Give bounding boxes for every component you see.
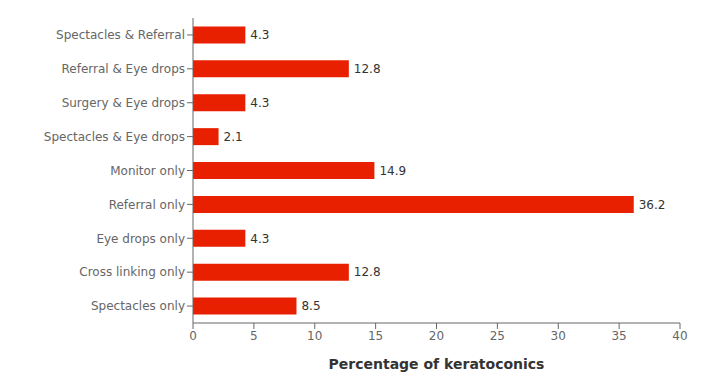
svg-text:25: 25 [490, 329, 505, 343]
svg-text:2.1: 2.1 [224, 130, 243, 144]
svg-text:Spectacles only: Spectacles only [91, 299, 185, 313]
svg-text:14.9: 14.9 [379, 164, 406, 178]
svg-text:12.8: 12.8 [354, 62, 381, 76]
svg-text:40: 40 [672, 329, 687, 343]
svg-text:Cross linking only: Cross linking only [79, 265, 185, 279]
svg-text:35: 35 [611, 329, 626, 343]
svg-text:5: 5 [250, 329, 258, 343]
svg-text:Spectacles & Referral: Spectacles & Referral [56, 28, 185, 42]
svg-text:Referral only: Referral only [109, 198, 185, 212]
svg-text:4.3: 4.3 [250, 96, 269, 110]
svg-text:Monitor only: Monitor only [110, 164, 185, 178]
svg-text:Eye drops only: Eye drops only [96, 232, 185, 246]
svg-text:30: 30 [551, 329, 566, 343]
svg-text:Spectacles & Eye drops: Spectacles & Eye drops [44, 130, 185, 144]
svg-text:0: 0 [189, 329, 197, 343]
svg-text:Referral & Eye drops: Referral & Eye drops [62, 62, 186, 76]
svg-text:4.3: 4.3 [250, 232, 269, 246]
svg-text:20: 20 [429, 329, 444, 343]
svg-text:12.8: 12.8 [354, 265, 381, 279]
svg-text:10: 10 [307, 329, 322, 343]
svg-text:8.5: 8.5 [301, 299, 320, 313]
svg-text:Percentage of keratoconics: Percentage of keratoconics [329, 356, 545, 372]
svg-text:36.2: 36.2 [639, 198, 666, 212]
svg-text:Surgery & Eye drops: Surgery & Eye drops [62, 96, 185, 110]
svg-text:15: 15 [368, 329, 383, 343]
svg-text:4.3: 4.3 [250, 28, 269, 42]
